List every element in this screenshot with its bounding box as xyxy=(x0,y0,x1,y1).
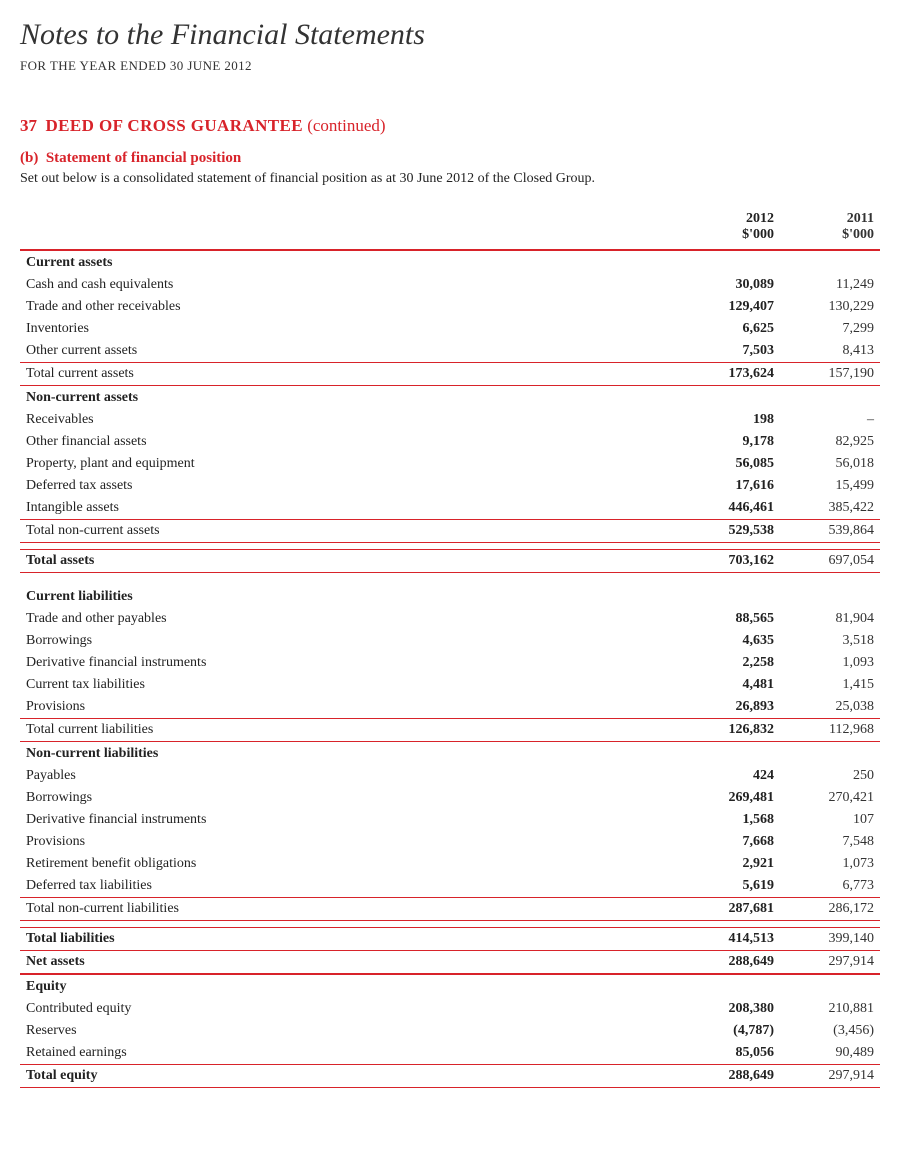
subsection-letter: (b) xyxy=(20,150,38,166)
subtotal-row: Total current assets173,624157,190 xyxy=(20,363,880,386)
section-continued: (continued) xyxy=(307,116,385,135)
intro-text: Set out below is a consolidated statemen… xyxy=(20,171,880,187)
table-row: Provisions7,6687,548 xyxy=(20,831,880,853)
group-label-current-liabilities: Current liabilities xyxy=(20,585,880,608)
table-row: Borrowings4,6353,518 xyxy=(20,630,880,652)
group-label-noncurrent-liabilities: Non-current liabilities xyxy=(20,742,880,766)
table-row: Trade and other payables88,56581,904 xyxy=(20,608,880,630)
col-header-2012: 2012$'000 xyxy=(680,209,780,245)
page-title: Notes to the Financial Statements xyxy=(20,18,880,52)
table-row: Derivative financial instruments2,2581,0… xyxy=(20,652,880,674)
table-row: Contributed equity208,380210,881 xyxy=(20,998,880,1020)
table-row: Cash and cash equivalents30,08911,249 xyxy=(20,274,880,296)
table-header-row: 2012$'000 2011$'000 xyxy=(20,209,880,245)
section-number: 37 xyxy=(20,116,37,135)
group-label-noncurrent-assets: Non-current assets xyxy=(20,386,880,410)
net-assets-row: Net assets 288,649 297,914 xyxy=(20,951,880,975)
table-row: Trade and other receivables129,407130,22… xyxy=(20,296,880,318)
table-row: Reserves(4,787)(3,456) xyxy=(20,1020,880,1042)
section-title: DEED OF CROSS GUARANTEE xyxy=(46,116,303,135)
table-row: Retained earnings85,05690,489 xyxy=(20,1042,880,1065)
table-row: Property, plant and equipment56,08556,01… xyxy=(20,453,880,475)
table-row: Deferred tax liabilities5,6196,773 xyxy=(20,875,880,898)
table-row: Intangible assets446,461385,422 xyxy=(20,497,880,520)
table-row: Inventories6,6257,299 xyxy=(20,318,880,340)
table-row: Other financial assets9,17882,925 xyxy=(20,431,880,453)
table-row: Retirement benefit obligations2,9211,073 xyxy=(20,853,880,875)
table-row: Provisions26,89325,038 xyxy=(20,696,880,719)
total-assets-row: Total assets 703,162 697,054 xyxy=(20,550,880,573)
table-row: Current tax liabilities4,4811,415 xyxy=(20,674,880,696)
subsection-heading: (b) Statement of financial position xyxy=(20,150,880,167)
total-equity-row: Total equity 288,649 297,914 xyxy=(20,1065,880,1088)
subtotal-row: Total current liabilities126,832112,968 xyxy=(20,719,880,742)
subtotal-row: Total non-current liabilities287,681286,… xyxy=(20,898,880,921)
table-row: Other current assets7,5038,413 xyxy=(20,340,880,363)
subtotal-row: Total non-current assets529,538539,864 xyxy=(20,520,880,543)
table-row: Derivative financial instruments1,568107 xyxy=(20,809,880,831)
table-row: Deferred tax assets17,61615,499 xyxy=(20,475,880,497)
section-heading: 37 DEED OF CROSS GUARANTEE (continued) xyxy=(20,116,880,136)
table-row: Payables424250 xyxy=(20,765,880,787)
group-label-equity: Equity xyxy=(20,974,880,998)
table-row: Borrowings269,481270,421 xyxy=(20,787,880,809)
page-subtitle: FOR THE YEAR ENDED 30 JUNE 2012 xyxy=(20,58,880,74)
table-row: Receivables198– xyxy=(20,409,880,431)
group-label-current-assets: Current assets xyxy=(20,250,880,274)
col-header-2011: 2011$'000 xyxy=(780,209,880,245)
total-liabilities-row: Total liabilities 414,513 399,140 xyxy=(20,928,880,951)
subsection-title: Statement of financial position xyxy=(46,150,241,166)
financial-position-table: 2012$'000 2011$'000 Current assets Cash … xyxy=(20,209,880,1088)
